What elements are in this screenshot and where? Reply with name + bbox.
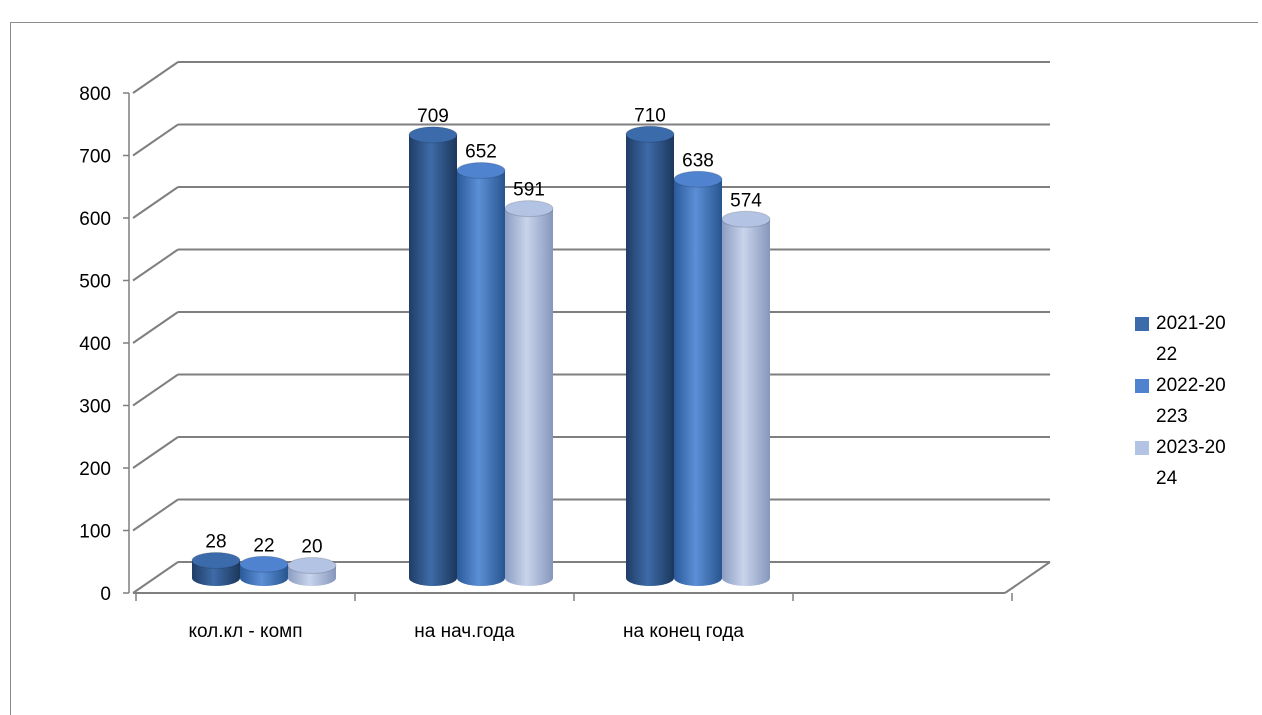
gridline-diagonal — [132, 561, 179, 594]
legend-item-3: 2023-2024 — [1135, 432, 1236, 494]
data-label: 28 — [205, 532, 226, 553]
bar-body — [626, 134, 674, 586]
legend-label-1: 2021-2022 — [1156, 313, 1226, 365]
bar-cylinder — [721, 210, 771, 586]
bar-top — [625, 125, 675, 143]
bar-cylinder — [504, 200, 554, 586]
bar-top — [287, 557, 337, 574]
y-tick-label: 300 — [79, 397, 111, 418]
y-tick-label: 200 — [79, 459, 111, 480]
bar-body — [409, 134, 457, 586]
y-tick-label: 0 — [100, 584, 111, 605]
bar-top — [504, 200, 554, 218]
legend-swatch-2 — [1135, 379, 1149, 393]
bar-top — [721, 210, 771, 228]
x-category-label: на нач.года — [414, 621, 515, 642]
gridline-diagonal — [132, 373, 179, 407]
data-label: 638 — [682, 150, 714, 171]
gridline-diagonal — [132, 498, 179, 532]
bar-cylinder — [456, 162, 506, 586]
y-tick-label: 800 — [79, 84, 111, 105]
y-tick-label: 400 — [79, 334, 111, 355]
data-label: 20 — [301, 537, 322, 558]
legend: 2021-2022 2022-20223 2023-2024 — [1135, 308, 1245, 494]
gridline-diagonal — [132, 436, 179, 469]
bar-cylinder — [673, 170, 723, 586]
gridline-diagonal — [132, 61, 179, 94]
bar-body — [722, 219, 770, 586]
data-label: 709 — [417, 106, 449, 127]
data-label: 574 — [730, 190, 762, 211]
legend-swatch-1 — [1135, 317, 1149, 331]
data-labels: 28 709 710 22 652 638 20 591 574 — [205, 105, 762, 557]
gridline-diagonal — [132, 311, 179, 344]
data-label: 652 — [465, 142, 497, 163]
gridline-diagonal — [132, 123, 179, 157]
bar-top — [239, 555, 289, 573]
legend-label-2: 2022-20223 — [1156, 375, 1226, 427]
bar-body — [505, 208, 553, 586]
legend-item-1: 2021-2022 — [1135, 308, 1236, 370]
floor-edge — [1004, 561, 1051, 594]
y-tick-label: 500 — [79, 272, 111, 293]
gridlines — [132, 61, 1050, 594]
bar-cylinder — [287, 557, 337, 586]
legend-item-2: 2022-20223 — [1135, 370, 1236, 432]
bar-top — [191, 552, 241, 569]
y-tick-label: 700 — [79, 147, 111, 168]
x-category-label: кол.кл - комп — [189, 621, 303, 642]
bar-top — [673, 170, 723, 188]
bar-top — [408, 126, 458, 144]
bar-top — [456, 162, 506, 179]
data-label: 591 — [513, 180, 545, 201]
y-tick-label: 600 — [79, 209, 111, 230]
bar-cylinder — [408, 126, 458, 586]
bar-body — [674, 179, 722, 586]
gridline-diagonal — [132, 248, 179, 282]
x-category-label: на конец года — [623, 621, 744, 642]
data-label: 710 — [634, 105, 666, 126]
legend-label-3: 2023-2024 — [1156, 437, 1226, 489]
axes: 0 100 200 300 400 500 600 700 800 кол.кл - комп на… — [79, 84, 1051, 642]
legend-swatch-3 — [1135, 441, 1149, 455]
bar-cylinder — [239, 555, 289, 586]
bar-cylinder — [625, 125, 675, 586]
y-tick-label: 100 — [79, 522, 111, 543]
bar-cylinder — [191, 552, 241, 586]
gridline-diagonal — [132, 186, 179, 219]
bars — [191, 125, 771, 586]
chart-frame — [10, 22, 1258, 715]
data-label: 22 — [253, 535, 274, 556]
bar-body — [457, 170, 505, 586]
